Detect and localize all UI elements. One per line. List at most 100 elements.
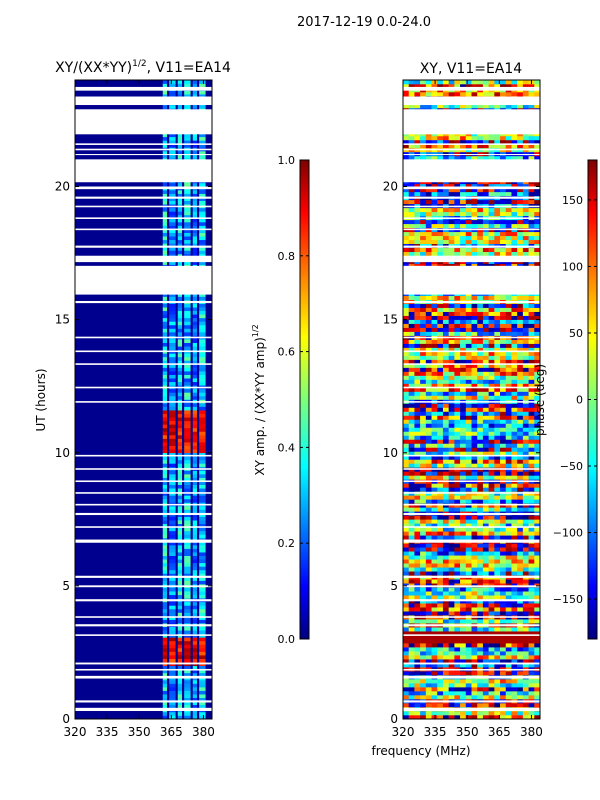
phase-cell (505, 663, 512, 668)
phase-cell (494, 523, 501, 528)
amplitude-cell (169, 427, 176, 432)
amplitude-cell (162, 655, 168, 659)
amplitude-cell (184, 459, 191, 464)
phase-cell (420, 647, 427, 652)
phase-cell (465, 251, 472, 257)
phase-cell (425, 507, 432, 512)
phase-cell (511, 487, 518, 492)
phase-cell (477, 311, 484, 316)
amplitude-cell (192, 711, 198, 716)
amplitude-cell (192, 648, 198, 652)
phase-cell (403, 459, 410, 464)
amplitude-cell (169, 207, 176, 212)
amplitude-cell (192, 449, 198, 454)
phase-cell (517, 223, 524, 229)
phase-cell (414, 219, 421, 225)
phase-cell (494, 663, 501, 668)
amplitude-cell (184, 523, 191, 528)
amplitude-cell (184, 619, 191, 624)
phase-cell (534, 183, 541, 189)
amplitude-cell (199, 687, 206, 691)
phase-cell (488, 247, 495, 253)
phase-cell (460, 379, 467, 384)
phase-cell (534, 443, 541, 448)
phase-cell (414, 383, 421, 388)
phase-cell (425, 191, 432, 197)
phase-cell (517, 591, 524, 596)
phase-cell (414, 339, 421, 344)
amplitude-cell (177, 193, 183, 198)
phase-cell (408, 487, 415, 492)
phase-cell (488, 343, 495, 348)
amplitude-cell (169, 449, 176, 454)
phase-cell (431, 599, 438, 604)
phase-cell (437, 555, 444, 560)
phase-cell (442, 619, 449, 624)
flagged-gap (75, 616, 212, 618)
amplitude-cell (199, 704, 206, 709)
amplitude-cell (199, 261, 206, 265)
phase-cell (488, 235, 495, 241)
phase-cell (403, 371, 410, 376)
amplitude-cell (162, 214, 168, 219)
phase-cell (442, 459, 449, 464)
phase-cell (511, 331, 518, 336)
phase-cell (408, 323, 415, 328)
amplitude-cell (184, 332, 191, 336)
phase-cell (522, 591, 529, 596)
phase-cell (482, 379, 489, 384)
amplitude-cell (199, 669, 206, 674)
phase-cell (460, 319, 467, 324)
amplitude-cell (169, 353, 176, 358)
phase-cell (403, 423, 410, 428)
phase-cell (477, 343, 484, 348)
phase-cell (505, 191, 512, 197)
phase-cell (494, 231, 501, 237)
phase-cell (403, 543, 410, 548)
amplitude-cell (199, 310, 206, 315)
amplitude-cell (177, 218, 183, 223)
phase-cell (505, 303, 512, 308)
phase-cell (488, 687, 495, 692)
phase-cell (420, 423, 427, 428)
amplitude-cell (184, 133, 191, 138)
phase-cell (528, 427, 535, 432)
amplitude-cell (199, 679, 206, 684)
phase-cell (494, 155, 501, 161)
amplitude-cell (192, 222, 198, 226)
phase-cell (403, 579, 410, 584)
phase-cell (442, 595, 449, 600)
phase-cell (403, 547, 410, 552)
phase-cell (534, 459, 541, 464)
phase-cell (437, 415, 444, 420)
phase-cell (431, 663, 438, 668)
phase-cell (482, 183, 489, 189)
phase-cell (460, 515, 467, 520)
amplitude-cell (169, 293, 176, 297)
phase-cell (460, 139, 467, 145)
amplitude-cell (184, 388, 191, 393)
phase-cell (522, 459, 529, 464)
phase-cell (500, 323, 507, 328)
phase-cell (528, 407, 535, 412)
phase-cell (420, 183, 427, 189)
amplitude-cell (169, 346, 176, 351)
amplitude-cell (184, 356, 191, 361)
phase-cell (522, 331, 529, 336)
phase-cell (442, 323, 449, 328)
phase-cell (482, 303, 489, 308)
amplitude-cell (169, 591, 176, 596)
phase-cell (517, 387, 524, 392)
phase-cell (403, 223, 410, 229)
phase-cell (437, 547, 444, 552)
phase-cell (522, 427, 529, 432)
phase-cell (425, 643, 432, 648)
phase-cell (482, 563, 489, 568)
phase-cell (471, 715, 478, 720)
phase-cell (437, 531, 444, 536)
phase-cell (437, 363, 444, 368)
phase-cell (522, 687, 529, 692)
phase-cell (408, 651, 415, 656)
phase-cell (494, 447, 501, 452)
